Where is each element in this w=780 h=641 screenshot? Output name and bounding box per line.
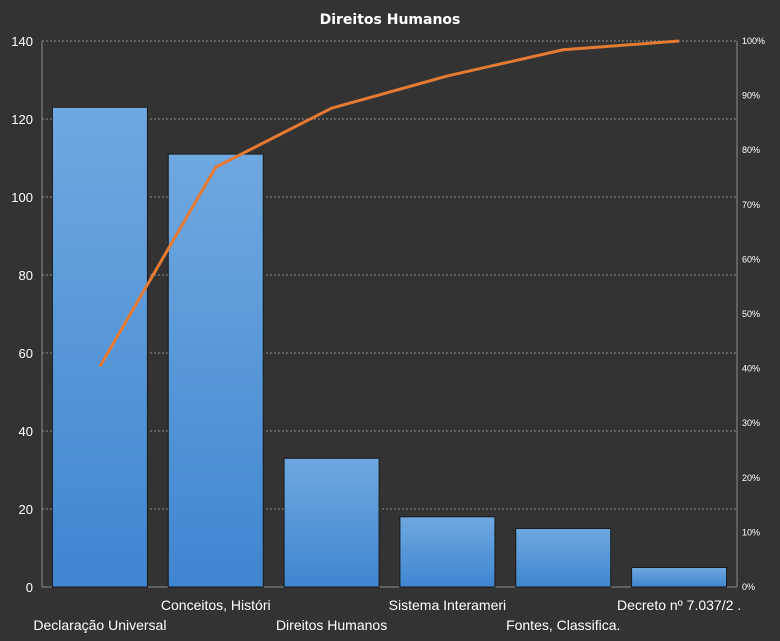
bar bbox=[399, 516, 496, 588]
y2-tick-label: 100% bbox=[742, 36, 765, 46]
bar bbox=[283, 457, 380, 588]
y2-tick-label: 10% bbox=[742, 527, 760, 537]
bar bbox=[515, 528, 612, 588]
y2-tick-label: 30% bbox=[742, 418, 760, 428]
x-tick-label: Decreto nº 7.037/2 . bbox=[617, 597, 741, 613]
x-tick-label: Conceitos, Históri bbox=[161, 597, 271, 613]
y2-tick-label: 90% bbox=[742, 91, 760, 101]
bar bbox=[51, 106, 148, 588]
y-tick-label: 40 bbox=[19, 424, 33, 439]
y-tick-label: 120 bbox=[11, 112, 33, 127]
y2-tick-label: 50% bbox=[742, 309, 760, 319]
bar bbox=[631, 567, 728, 588]
x-tick-label: Fontes, Classifica. bbox=[506, 617, 620, 633]
y-tick-label: 80 bbox=[19, 268, 33, 283]
y2-tick-label: 70% bbox=[742, 200, 760, 210]
chart-title: Direitos Humanos bbox=[320, 12, 461, 28]
x-tick-label: Direitos Humanos bbox=[276, 617, 387, 633]
y2-tick-label: 60% bbox=[742, 254, 760, 264]
y-tick-label: 20 bbox=[19, 502, 33, 517]
y-tick-label: 60 bbox=[19, 346, 33, 361]
cumulative-line bbox=[98, 39, 680, 368]
y-tick-label: 100 bbox=[11, 190, 33, 205]
y2-tick-label: 20% bbox=[742, 473, 760, 483]
x-tick-label: Sistema Interameri bbox=[389, 597, 506, 613]
y-tick-label: 0 bbox=[26, 580, 33, 595]
y2-tick-label: 0% bbox=[742, 582, 755, 592]
x-tick-label: Declaração Universal bbox=[33, 617, 166, 633]
y2-tick-label: 80% bbox=[742, 145, 760, 155]
y2-tick-label: 40% bbox=[742, 364, 760, 374]
bar bbox=[167, 153, 264, 588]
y-tick-label: 140 bbox=[11, 34, 33, 49]
